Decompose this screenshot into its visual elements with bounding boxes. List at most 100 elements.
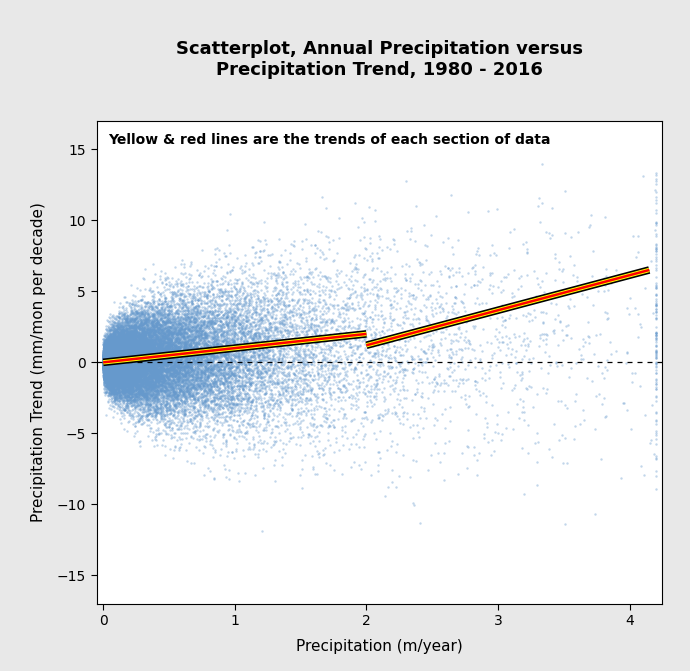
Point <box>203 358 214 368</box>
Point <box>134 354 145 365</box>
Point <box>101 366 112 376</box>
Point <box>98 356 109 366</box>
Point <box>169 325 180 336</box>
Point <box>417 346 428 357</box>
Point <box>102 354 113 364</box>
Point <box>110 356 121 367</box>
Point <box>204 341 215 352</box>
Point <box>337 307 348 318</box>
Point <box>116 373 127 384</box>
Point <box>121 382 132 393</box>
Point <box>131 368 142 379</box>
Point <box>110 356 121 366</box>
Point <box>264 376 275 386</box>
Point <box>111 354 122 365</box>
Point <box>152 385 163 396</box>
Point <box>115 362 126 373</box>
Point <box>301 329 312 340</box>
Point <box>180 336 191 346</box>
Point <box>152 334 163 345</box>
Point <box>117 364 128 374</box>
Point <box>170 324 181 335</box>
Point <box>108 352 119 362</box>
Point <box>115 377 126 388</box>
Point <box>110 362 121 372</box>
Point <box>312 366 323 376</box>
Point <box>186 369 197 380</box>
Point <box>248 420 259 431</box>
Point <box>384 244 395 254</box>
Point <box>100 354 111 365</box>
Point <box>109 346 120 356</box>
Point <box>156 321 167 331</box>
Point <box>111 340 122 351</box>
Point <box>114 348 125 359</box>
Point <box>173 340 184 351</box>
Point <box>222 348 233 358</box>
Point <box>115 362 126 373</box>
Point <box>152 397 163 407</box>
Point <box>110 345 121 356</box>
Point <box>136 356 147 367</box>
Point <box>101 358 112 368</box>
Point <box>132 382 143 393</box>
Point <box>233 370 244 381</box>
Point <box>271 378 282 389</box>
Point <box>106 361 117 372</box>
Point <box>117 368 128 379</box>
Point <box>317 362 328 373</box>
Point <box>201 319 212 330</box>
Point <box>108 358 119 369</box>
Point <box>125 346 136 356</box>
Point <box>106 339 117 350</box>
Point <box>461 315 472 326</box>
Point <box>366 338 377 348</box>
Point <box>236 311 247 322</box>
Point <box>107 356 118 366</box>
Point <box>106 349 117 360</box>
Point <box>101 356 112 367</box>
Point <box>103 335 114 346</box>
Point <box>150 414 161 425</box>
Point <box>188 312 199 323</box>
Point <box>182 288 193 299</box>
Point <box>199 307 210 318</box>
Point <box>118 362 129 373</box>
Point <box>103 357 114 368</box>
Point <box>112 358 124 368</box>
Point <box>276 250 287 260</box>
Point <box>218 373 229 384</box>
Point <box>101 351 112 362</box>
Point <box>195 329 206 340</box>
Point <box>138 389 149 400</box>
Point <box>109 380 120 391</box>
Point <box>107 368 118 378</box>
Point <box>123 344 134 354</box>
Point <box>179 391 190 401</box>
Point <box>137 294 148 305</box>
Point <box>110 358 121 369</box>
Point <box>104 340 115 350</box>
Point <box>115 363 126 374</box>
Point <box>116 333 127 344</box>
Point <box>106 358 117 368</box>
Point <box>101 354 112 365</box>
Point <box>125 371 136 382</box>
Point <box>219 331 230 342</box>
Point <box>148 381 159 392</box>
Point <box>228 350 239 361</box>
Point <box>101 354 112 364</box>
Point <box>121 342 132 352</box>
Point <box>103 354 114 365</box>
Point <box>104 376 115 386</box>
Point <box>118 336 129 346</box>
Point <box>264 384 275 395</box>
Point <box>114 363 125 374</box>
Point <box>216 325 227 336</box>
Point <box>135 366 146 376</box>
Point <box>147 370 158 380</box>
Point <box>110 355 121 366</box>
Point <box>117 362 128 372</box>
Point <box>219 460 230 470</box>
Point <box>107 354 118 364</box>
